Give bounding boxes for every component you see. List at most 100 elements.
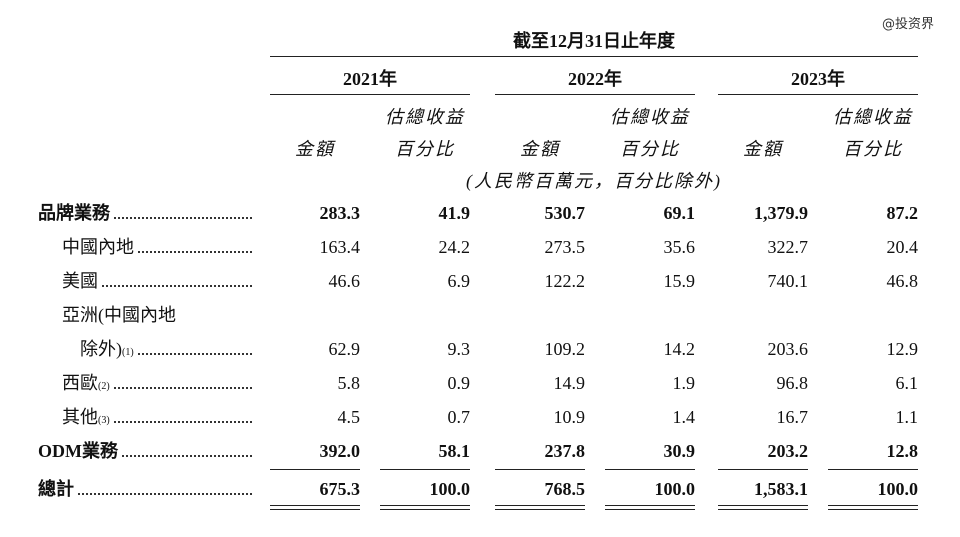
cell: 4.5 bbox=[337, 407, 361, 427]
row-label: 總計 bbox=[38, 478, 252, 500]
percent-header: 百分比 bbox=[843, 139, 903, 159]
cell: 100.0 bbox=[429, 479, 471, 499]
cell: 740.1 bbox=[767, 271, 809, 291]
cell: 87.2 bbox=[886, 203, 919, 223]
rule bbox=[718, 469, 808, 470]
cell: 24.2 bbox=[438, 237, 471, 257]
rule bbox=[270, 509, 360, 510]
cell: 0.9 bbox=[447, 373, 471, 393]
cell: 122.2 bbox=[544, 271, 586, 291]
cell: 100.0 bbox=[877, 479, 919, 499]
cell: 237.8 bbox=[544, 441, 586, 461]
cell: 15.9 bbox=[663, 271, 696, 291]
cell: 69.1 bbox=[663, 203, 696, 223]
label-text: 中國內地 bbox=[62, 237, 134, 257]
rule bbox=[380, 505, 470, 506]
row-label: 除外) (1) bbox=[80, 338, 252, 364]
rule bbox=[605, 469, 695, 470]
cell: 0.7 bbox=[447, 407, 471, 427]
rule bbox=[380, 469, 470, 470]
percent-header: 估總收益 bbox=[833, 107, 913, 127]
row-label: 西歐 (2) bbox=[62, 372, 252, 398]
dot-leader bbox=[122, 441, 252, 457]
label-text: 其他 bbox=[62, 407, 98, 427]
cell: 58.1 bbox=[438, 441, 471, 461]
rule bbox=[380, 509, 470, 510]
cell: 9.3 bbox=[447, 339, 471, 359]
year-header: 2021年 bbox=[343, 69, 397, 89]
rule bbox=[495, 94, 695, 95]
rule bbox=[270, 505, 360, 506]
dot-leader bbox=[113, 373, 252, 389]
dot-leader bbox=[102, 271, 252, 287]
cell: 1,583.1 bbox=[754, 479, 808, 499]
dot-leader bbox=[138, 237, 252, 253]
rule bbox=[495, 505, 585, 506]
label-text: 品牌業務 bbox=[38, 203, 110, 223]
dot-leader bbox=[137, 339, 252, 355]
row-label: 其他 (3) bbox=[62, 406, 252, 432]
row-label: 品牌業務 bbox=[38, 202, 252, 224]
cell: 12.8 bbox=[886, 441, 919, 461]
cell: 10.9 bbox=[553, 407, 586, 427]
cell: 30.9 bbox=[663, 441, 696, 461]
rule bbox=[718, 509, 808, 510]
cell: 283.3 bbox=[319, 203, 361, 223]
cell: 273.5 bbox=[544, 237, 586, 257]
cell: 16.7 bbox=[776, 407, 809, 427]
rule bbox=[495, 509, 585, 510]
amount-header: 金額 bbox=[743, 139, 783, 159]
row-label: 美國 bbox=[62, 270, 252, 292]
cell: 163.4 bbox=[319, 237, 361, 257]
percent-header: 百分比 bbox=[395, 139, 455, 159]
label-text: 總計 bbox=[38, 479, 74, 499]
cell: 12.9 bbox=[886, 339, 919, 359]
cell: 41.9 bbox=[438, 203, 471, 223]
cell: 392.0 bbox=[319, 441, 361, 461]
cell: 675.3 bbox=[319, 479, 361, 499]
cell: 35.6 bbox=[663, 237, 696, 257]
cell: 14.9 bbox=[553, 373, 586, 393]
footnote-ref: (1) bbox=[122, 347, 134, 358]
rule bbox=[828, 505, 918, 506]
rule bbox=[828, 509, 918, 510]
cell: 20.4 bbox=[886, 237, 919, 257]
cell: 46.6 bbox=[328, 271, 361, 291]
rule bbox=[605, 505, 695, 506]
dot-leader bbox=[78, 479, 252, 495]
cell: 203.2 bbox=[767, 441, 809, 461]
cell: 1,379.9 bbox=[754, 203, 808, 223]
rule bbox=[828, 469, 918, 470]
cell: 5.8 bbox=[337, 373, 361, 393]
percent-header: 估總收益 bbox=[610, 107, 690, 127]
row-label: 亞洲(中國內地 bbox=[62, 305, 176, 325]
period-header: 截至12月31日止年度 bbox=[513, 31, 675, 51]
cell: 322.7 bbox=[767, 237, 809, 257]
cell: 6.1 bbox=[895, 373, 919, 393]
year-header: 2022年 bbox=[568, 69, 622, 89]
cell: 62.9 bbox=[328, 339, 361, 359]
cell: 109.2 bbox=[544, 339, 586, 359]
row-label: 中國內地 bbox=[62, 236, 252, 258]
rule bbox=[270, 469, 360, 470]
cell: 1.4 bbox=[672, 407, 696, 427]
rule bbox=[718, 94, 918, 95]
footnote-ref: (2) bbox=[98, 381, 110, 392]
label-text: 除外) bbox=[80, 339, 122, 359]
rule bbox=[605, 509, 695, 510]
unit-note: (人民幣百萬元，百分比除外) bbox=[466, 171, 722, 191]
percent-header: 估總收益 bbox=[385, 107, 465, 127]
dot-leader bbox=[113, 407, 252, 423]
dot-leader bbox=[114, 203, 252, 219]
rule bbox=[718, 505, 808, 506]
cell: 96.8 bbox=[776, 373, 809, 393]
percent-header: 百分比 bbox=[620, 139, 680, 159]
amount-header: 金額 bbox=[295, 139, 335, 159]
cell: 1.1 bbox=[895, 407, 919, 427]
cell: 1.9 bbox=[672, 373, 696, 393]
cell: 768.5 bbox=[544, 479, 586, 499]
watermark: @投资界 bbox=[882, 17, 935, 32]
amount-header: 金額 bbox=[520, 139, 560, 159]
cell: 203.6 bbox=[767, 339, 809, 359]
